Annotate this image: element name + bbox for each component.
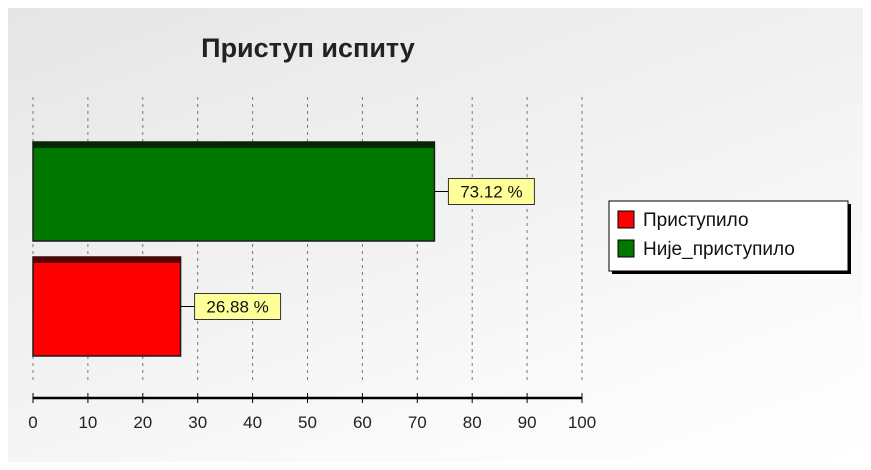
x-tick-label: 40 [243,413,262,432]
x-tick-label: 20 [133,413,152,432]
legend-box [608,200,849,272]
x-tick-label: 80 [463,413,482,432]
x-tick-label: 90 [518,413,537,432]
chart-title: Приступ испиту [201,33,415,63]
bar-Није_приступило [32,141,436,242]
legend-swatch [617,210,635,229]
bar-Приступило [32,256,182,357]
x-tick-label: 60 [353,413,372,432]
bars [32,141,436,357]
x-tick-label: 30 [188,413,207,432]
data-label: 26.88 % [206,298,268,317]
x-tick-label: 50 [298,413,317,432]
legend-entry: Није_приступило [643,239,795,260]
bar-top-edge [33,257,181,263]
data-labels: 73.12 % 26.88 % [180,178,535,320]
legend: Приступило Није_приступило [608,200,851,274]
data-label-box [447,178,535,205]
x-tick-label: 70 [408,413,427,432]
x-tick-label: 10 [78,413,97,432]
legend-entry: Приступило [643,210,749,231]
data-label-box [194,293,282,320]
x-tick-label: 0 [28,413,37,432]
x-axis: 0 10 20 30 40 50 60 70 80 90 100 [28,393,596,432]
legend-swatch [617,239,635,258]
data-label: 73.12 % [460,183,522,202]
bar-top-edge [33,142,435,148]
x-tick-label: 100 [568,413,596,432]
